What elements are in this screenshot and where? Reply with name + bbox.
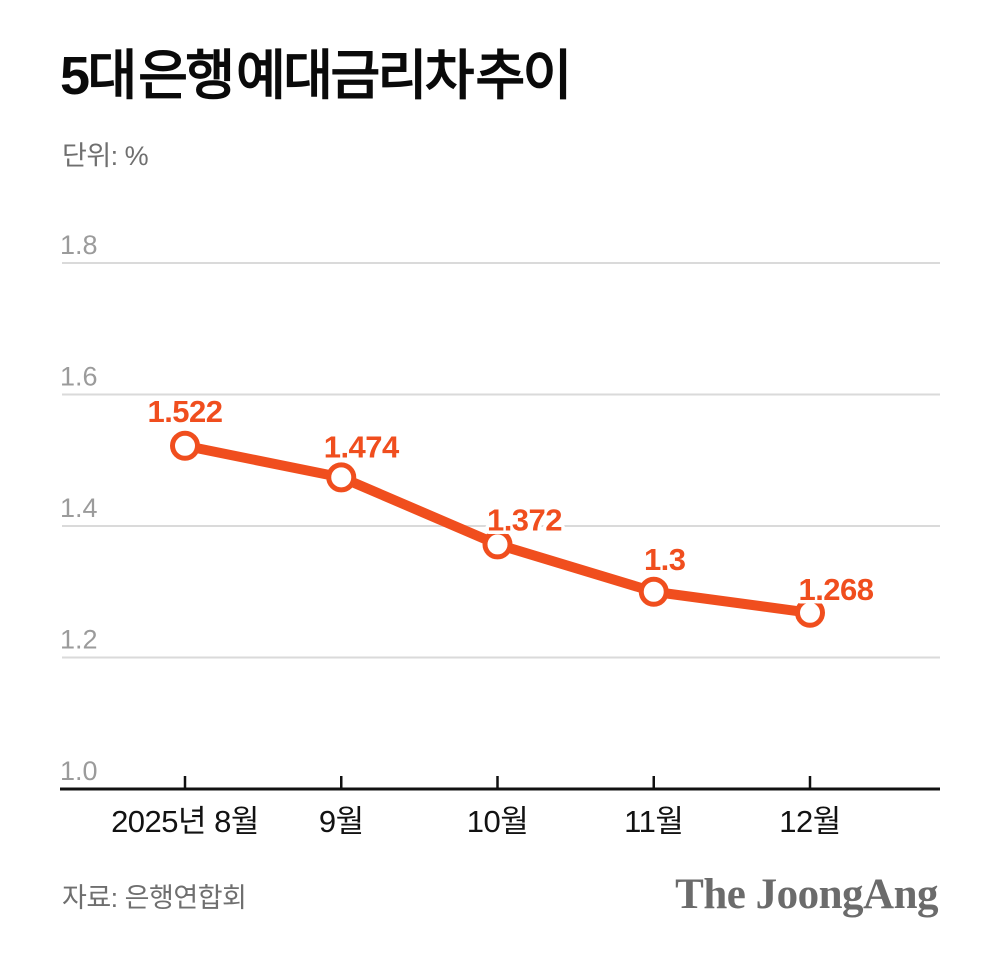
brand-logo: The JoongAng: [675, 871, 938, 918]
x-tick-label: 11월: [624, 804, 683, 839]
data-point-marker: [795, 597, 825, 628]
x-tick-label: 12월: [779, 804, 841, 839]
value-label: 1.522: [147, 394, 222, 429]
x-tick-label: 9월: [319, 804, 364, 839]
y-tick-label: 1.0: [60, 756, 98, 786]
data-point-marker: [326, 462, 357, 493]
source-label: 자료: 은행연합회: [62, 883, 247, 913]
value-label: 1.268: [798, 572, 873, 607]
data-point-marker: [482, 529, 513, 560]
x-tick-label: 10월: [467, 804, 529, 839]
data-point-marker: [638, 576, 669, 607]
value-label: 1.3: [644, 542, 686, 577]
x-tick-label: 2025년 8월: [111, 804, 259, 839]
y-tick-label: 1.6: [60, 362, 98, 392]
y-tick-label: 1.4: [60, 493, 98, 523]
unit-label: 단위: %: [62, 141, 149, 171]
data-point-marker: [170, 430, 200, 461]
y-tick-label: 1.2: [60, 625, 98, 655]
y-tick-label: 1.8: [60, 230, 98, 260]
value-label: 1.474: [324, 429, 400, 464]
chart-title: 5대 은행 예대금리차 추이: [60, 46, 572, 106]
value-label: 1.372: [487, 502, 562, 537]
